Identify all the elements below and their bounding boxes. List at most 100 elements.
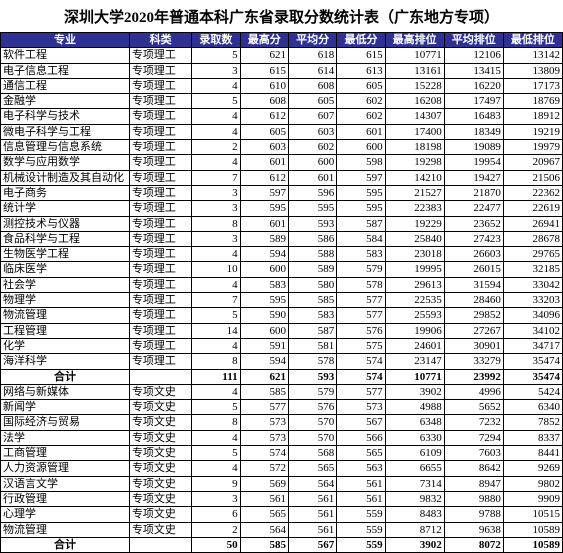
cell: 559 bbox=[337, 522, 385, 537]
cell: 19979 bbox=[503, 140, 562, 155]
cell: 9909 bbox=[503, 491, 562, 506]
table-row: 行政管理专项文史3561561561983298809909 bbox=[1, 491, 563, 506]
cell: 565 bbox=[337, 446, 385, 461]
cell: 22619 bbox=[503, 201, 562, 216]
cell: 601 bbox=[288, 170, 336, 185]
cell: 社会学 bbox=[1, 277, 130, 292]
cell: 2 bbox=[192, 140, 240, 155]
col-avgrank: 平均排位 bbox=[444, 33, 503, 48]
cell: 17497 bbox=[444, 94, 503, 109]
cell: 生物医学工程 bbox=[1, 247, 130, 262]
cell: 4 bbox=[192, 277, 240, 292]
cell: 23992 bbox=[444, 369, 503, 384]
cell: 18769 bbox=[503, 94, 562, 109]
cell: 物流管理 bbox=[1, 308, 130, 323]
cell: 608 bbox=[288, 78, 336, 93]
cell: 7603 bbox=[444, 446, 503, 461]
cell: 27423 bbox=[444, 231, 503, 246]
cell: 34102 bbox=[503, 323, 562, 338]
cell: 585 bbox=[240, 537, 288, 552]
cell: 专项理工 bbox=[129, 293, 191, 308]
cell: 26941 bbox=[503, 216, 562, 231]
cell: 595 bbox=[240, 201, 288, 216]
cell: 570 bbox=[288, 430, 336, 445]
cell: 行政管理 bbox=[1, 491, 130, 506]
cell: 19427 bbox=[444, 170, 503, 185]
cell: 32185 bbox=[503, 262, 562, 277]
cell: 565 bbox=[240, 507, 288, 522]
cell: 28460 bbox=[444, 293, 503, 308]
table-row: 工商管理专项文史5574568565610976038441 bbox=[1, 446, 563, 461]
cell: 597 bbox=[240, 185, 288, 200]
cell: 7314 bbox=[385, 476, 444, 491]
cell: 电子信息工程 bbox=[1, 63, 130, 78]
cell: 585 bbox=[288, 293, 336, 308]
cell: 6 bbox=[192, 507, 240, 522]
cell: 33042 bbox=[503, 277, 562, 292]
cell: 物流管理 bbox=[1, 522, 130, 537]
cell: 8 bbox=[192, 354, 240, 369]
cell: 13142 bbox=[503, 48, 562, 63]
cell: 600 bbox=[240, 262, 288, 277]
cell: 613 bbox=[337, 63, 385, 78]
cell: 615 bbox=[240, 63, 288, 78]
table-row: 电子科学与技术专项理工4612607602143071648318912 bbox=[1, 109, 563, 124]
table-row: 信息管理与信息系统专项理工2603602600181981908919979 bbox=[1, 140, 563, 155]
cell: 583 bbox=[240, 277, 288, 292]
cell: 10589 bbox=[503, 522, 562, 537]
cell: 595 bbox=[337, 185, 385, 200]
cell: 27267 bbox=[444, 323, 503, 338]
cell: 专项文史 bbox=[129, 430, 191, 445]
cell: 614 bbox=[288, 63, 336, 78]
cell: 4 bbox=[192, 338, 240, 353]
cell: 34096 bbox=[503, 308, 562, 323]
cell: 10771 bbox=[385, 48, 444, 63]
cell: 14 bbox=[192, 323, 240, 338]
cell: 4 bbox=[192, 109, 240, 124]
cell: 564 bbox=[288, 476, 336, 491]
cell: 13809 bbox=[503, 63, 562, 78]
cell: 21870 bbox=[444, 185, 503, 200]
col-major: 专业 bbox=[1, 33, 130, 48]
cell: 25840 bbox=[385, 231, 444, 246]
cell: 26603 bbox=[444, 247, 503, 262]
cell: 597 bbox=[337, 170, 385, 185]
cell: 35474 bbox=[503, 369, 562, 384]
table-row: 数学与应用数学专项理工4601600598192981995420967 bbox=[1, 155, 563, 170]
cell: 567 bbox=[288, 537, 336, 552]
cell: 2 bbox=[192, 522, 240, 537]
table-row: 汉语言文学专项文史9569564561731489479802 bbox=[1, 476, 563, 491]
cell: 16220 bbox=[444, 78, 503, 93]
cell: 海洋科学 bbox=[1, 354, 130, 369]
cell: 601 bbox=[240, 155, 288, 170]
cell: 法学 bbox=[1, 430, 130, 445]
cell: 5 bbox=[192, 94, 240, 109]
cell: 9832 bbox=[385, 491, 444, 506]
cell: 14210 bbox=[385, 170, 444, 185]
cell: 22535 bbox=[385, 293, 444, 308]
cell: 577 bbox=[337, 384, 385, 399]
cell: 6655 bbox=[385, 461, 444, 476]
cell: 专项文史 bbox=[129, 415, 191, 430]
cell: 578 bbox=[288, 354, 336, 369]
cell: 577 bbox=[240, 400, 288, 415]
cell: 4988 bbox=[385, 400, 444, 415]
cell: 602 bbox=[288, 140, 336, 155]
cell: 5 bbox=[192, 308, 240, 323]
col-category: 科类 bbox=[129, 33, 191, 48]
cell: 合计 bbox=[1, 369, 130, 384]
cell: 29852 bbox=[444, 308, 503, 323]
cell: 605 bbox=[288, 94, 336, 109]
cell: 19995 bbox=[385, 262, 444, 277]
cell: 574 bbox=[337, 369, 385, 384]
cell: 化学 bbox=[1, 338, 130, 353]
cell: 专项文史 bbox=[129, 491, 191, 506]
cell: 专项理工 bbox=[129, 308, 191, 323]
cell: 金融学 bbox=[1, 94, 130, 109]
cell: 6330 bbox=[385, 430, 444, 445]
cell: 575 bbox=[337, 338, 385, 353]
cell: 食品科学与工程 bbox=[1, 231, 130, 246]
cell: 23018 bbox=[385, 247, 444, 262]
cell: 新闻学 bbox=[1, 400, 130, 415]
header-row: 专业 科类 录取数 最高分 平均分 最低分 最高排位 平均排位 最低排位 bbox=[1, 33, 563, 48]
